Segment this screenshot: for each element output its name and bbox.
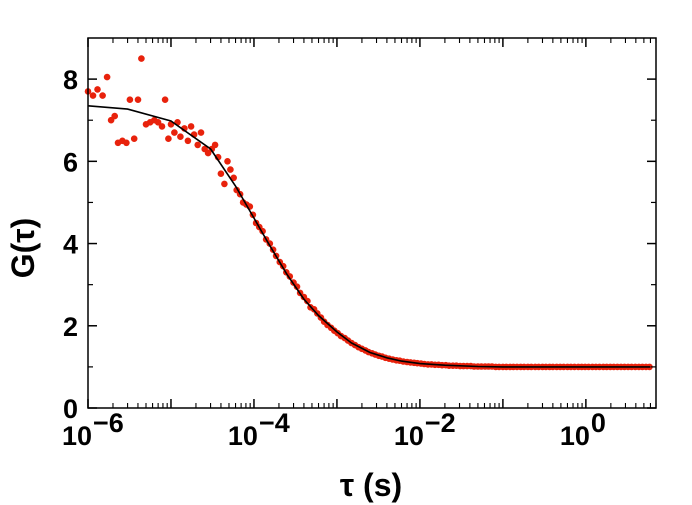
data-point [224,158,231,165]
data-point [293,283,301,291]
data-point [171,129,178,136]
data-point [211,141,219,149]
x-tick-exponent: −6 [93,408,124,438]
data-point [123,139,130,147]
x-tick-exponent: 0 [591,408,606,438]
y-tick-label: 2 [63,312,78,342]
data-point [103,73,111,81]
data-point [184,137,192,145]
y-axis-title: G(τ) [5,218,41,278]
x-tick-label: 10 [228,421,258,451]
data-point [194,141,201,149]
data-point [154,119,162,126]
data-point [221,180,228,188]
data-point [134,96,142,103]
y-tick-label: 0 [63,394,78,424]
data-point [130,135,138,142]
data-point [99,92,106,99]
data-point [304,297,311,305]
y-tick-label: 8 [63,65,78,95]
x-tick-label: 10 [394,421,424,451]
data-point [161,96,169,103]
y-tick-label: 4 [63,230,78,260]
data-point [158,123,166,130]
x-tick-exponent: −4 [259,408,290,438]
data-point [89,92,97,99]
plot-frame [87,37,657,409]
y-tick-label: 6 [63,147,78,177]
data-point [111,112,118,120]
data-point [227,166,234,173]
data-point [217,170,225,177]
data-point [126,96,134,103]
data-point [165,135,172,142]
data-point [187,123,195,130]
data-point [197,129,205,136]
x-axis-title: τ (s) [340,467,402,503]
data-point [94,86,101,93]
data-point [177,133,184,140]
fit-curve [87,105,651,368]
x-tick-label: 10 [62,421,92,451]
x-tick-exponent: −2 [425,408,456,438]
plot-area [84,55,653,371]
x-tick-label: 10 [560,421,590,451]
data-point [138,55,145,62]
